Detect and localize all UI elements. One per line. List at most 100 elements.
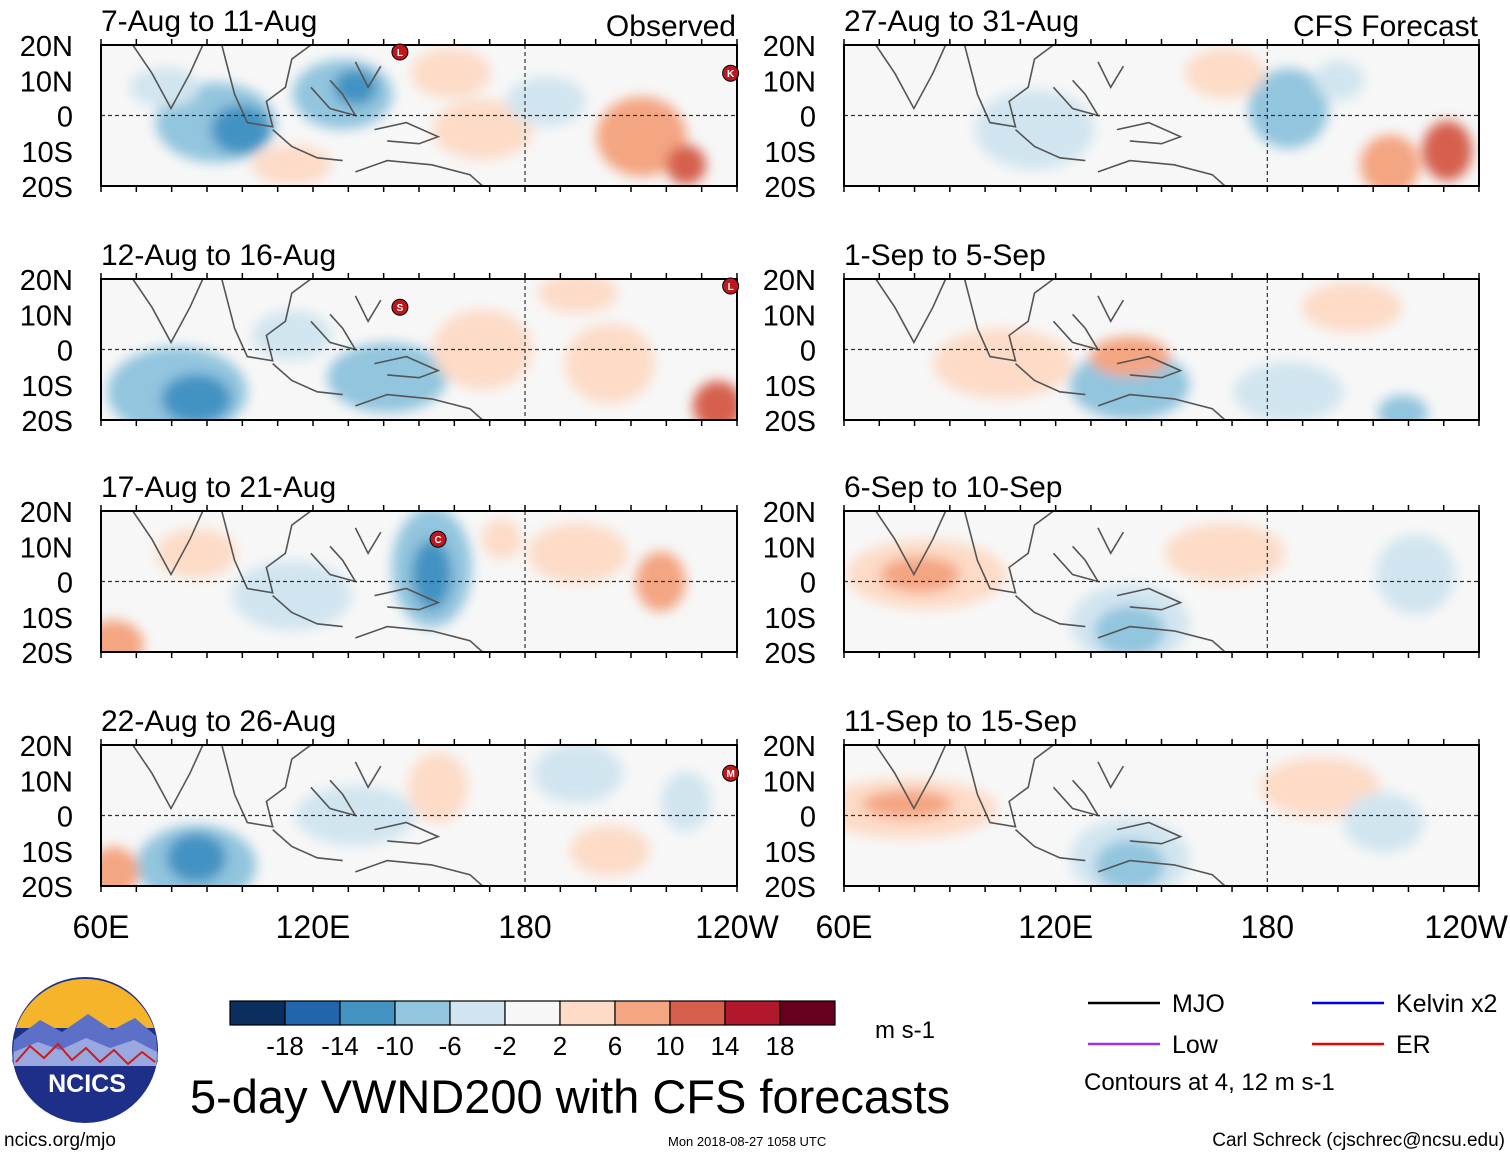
storm-marker: C bbox=[429, 530, 447, 548]
coastline bbox=[963, 279, 1054, 362]
colorbar-swatch bbox=[504, 1000, 561, 1026]
observed-label: Observed bbox=[606, 10, 736, 43]
coastline bbox=[132, 45, 204, 111]
panel-period-label: 1-Sep to 5-Sep bbox=[844, 239, 1046, 272]
coastline bbox=[1097, 61, 1125, 89]
y-tick-label: 0 bbox=[57, 802, 73, 834]
coastline bbox=[963, 511, 1054, 594]
colorbar-swatch bbox=[449, 1000, 506, 1026]
panel-period-label: 17-Aug to 21-Aug bbox=[101, 471, 336, 504]
y-tick-label: 10N bbox=[763, 766, 816, 798]
anomaly-region bbox=[506, 76, 587, 127]
anomaly-region bbox=[1422, 120, 1473, 181]
anomaly-region bbox=[1302, 282, 1402, 333]
anomaly-region bbox=[1089, 336, 1170, 377]
coastline bbox=[374, 587, 441, 611]
y-tick-label: 10S bbox=[764, 137, 816, 169]
coastline bbox=[374, 821, 441, 845]
colorbar-label: 2 bbox=[553, 1031, 567, 1061]
y-tick-label: 10S bbox=[21, 137, 73, 169]
anomaly-region bbox=[564, 323, 655, 404]
coastline bbox=[1014, 363, 1086, 396]
coastline bbox=[374, 355, 441, 379]
y-tick-label: 0 bbox=[57, 336, 73, 368]
anomaly-region bbox=[533, 745, 623, 804]
coastline bbox=[272, 129, 343, 162]
storm-letter: L bbox=[728, 282, 734, 293]
y-tick-label: 10S bbox=[764, 603, 816, 635]
footer-credit: Carl Schreck (cjschrec@ncsu.edu) bbox=[1212, 1130, 1505, 1151]
anomaly-region bbox=[1094, 605, 1165, 652]
anomaly-region bbox=[231, 560, 352, 631]
y-tick-label: 20S bbox=[764, 406, 816, 438]
colorbar-swatch bbox=[669, 1000, 726, 1026]
coastline bbox=[354, 295, 382, 323]
y-tick-label: 10S bbox=[21, 371, 73, 403]
anomaly-region bbox=[1375, 534, 1456, 615]
y-tick-label: 20N bbox=[20, 731, 73, 763]
panel-period-label: 6-Sep to 10-Sep bbox=[844, 471, 1062, 504]
coastline bbox=[221, 45, 312, 128]
coastline bbox=[1097, 527, 1125, 555]
coastline bbox=[963, 45, 1054, 128]
forecast-label: CFS Forecast bbox=[1293, 10, 1479, 43]
legend-label: Low bbox=[1172, 1031, 1219, 1059]
y-tick-label: 0 bbox=[800, 336, 816, 368]
y-tick-label: 0 bbox=[800, 802, 816, 834]
anomaly-region bbox=[1248, 68, 1329, 149]
anomaly-region bbox=[1185, 48, 1265, 99]
coastline bbox=[221, 279, 312, 362]
colorbar-swatch bbox=[339, 1000, 396, 1026]
anomaly-region bbox=[1314, 60, 1365, 101]
anomaly-region bbox=[210, 104, 271, 155]
y-tick-label: 0 bbox=[800, 568, 816, 600]
coastline bbox=[132, 279, 204, 345]
storm-letter: S bbox=[397, 303, 404, 314]
y-tick-label: 20N bbox=[763, 731, 816, 763]
y-tick-label: 20S bbox=[764, 872, 816, 904]
coastline bbox=[875, 745, 947, 811]
storm-marker: M bbox=[722, 764, 740, 782]
anomaly-region bbox=[880, 556, 961, 593]
coastline bbox=[354, 527, 382, 555]
coastline bbox=[1116, 587, 1183, 611]
coastline bbox=[272, 363, 343, 396]
coastline bbox=[875, 45, 947, 111]
colorbar-swatch bbox=[394, 1000, 451, 1026]
panel-period-label: 7-Aug to 11-Aug bbox=[101, 5, 317, 38]
anomaly-region bbox=[1233, 361, 1344, 420]
coastline bbox=[1116, 121, 1183, 145]
coastline bbox=[1116, 355, 1183, 379]
y-tick-label: 0 bbox=[57, 568, 73, 600]
y-tick-label: 0 bbox=[800, 102, 816, 134]
y-tick-label: 20N bbox=[20, 31, 73, 63]
y-tick-label: 10N bbox=[20, 300, 73, 332]
anomaly-region bbox=[661, 771, 712, 832]
main-title: 5-day VWND200 with CFS forecasts bbox=[190, 1070, 950, 1123]
anomaly-region bbox=[1377, 394, 1428, 420]
y-tick-label: 20S bbox=[764, 172, 816, 204]
coastline bbox=[1097, 295, 1125, 323]
anomaly-region bbox=[251, 144, 332, 185]
anomaly-region bbox=[596, 96, 687, 177]
coastline bbox=[1097, 859, 1226, 886]
storm-letter: K bbox=[727, 69, 735, 80]
coastline bbox=[875, 511, 947, 577]
colorbar-units: m s-1 bbox=[875, 1017, 935, 1044]
coastline bbox=[1097, 393, 1226, 420]
coastline bbox=[355, 625, 484, 652]
legend-label: Kelvin x2 bbox=[1396, 990, 1497, 1018]
panel-period-label: 27-Aug to 31-Aug bbox=[844, 5, 1079, 38]
coastline bbox=[1097, 761, 1125, 789]
storm-marker: L bbox=[722, 277, 740, 295]
anomaly-region bbox=[408, 752, 469, 823]
coastline bbox=[875, 279, 947, 345]
legend: MJO Kelvin x2 Low ER bbox=[1088, 990, 1497, 1059]
x-tick-label: 120W bbox=[695, 909, 779, 945]
